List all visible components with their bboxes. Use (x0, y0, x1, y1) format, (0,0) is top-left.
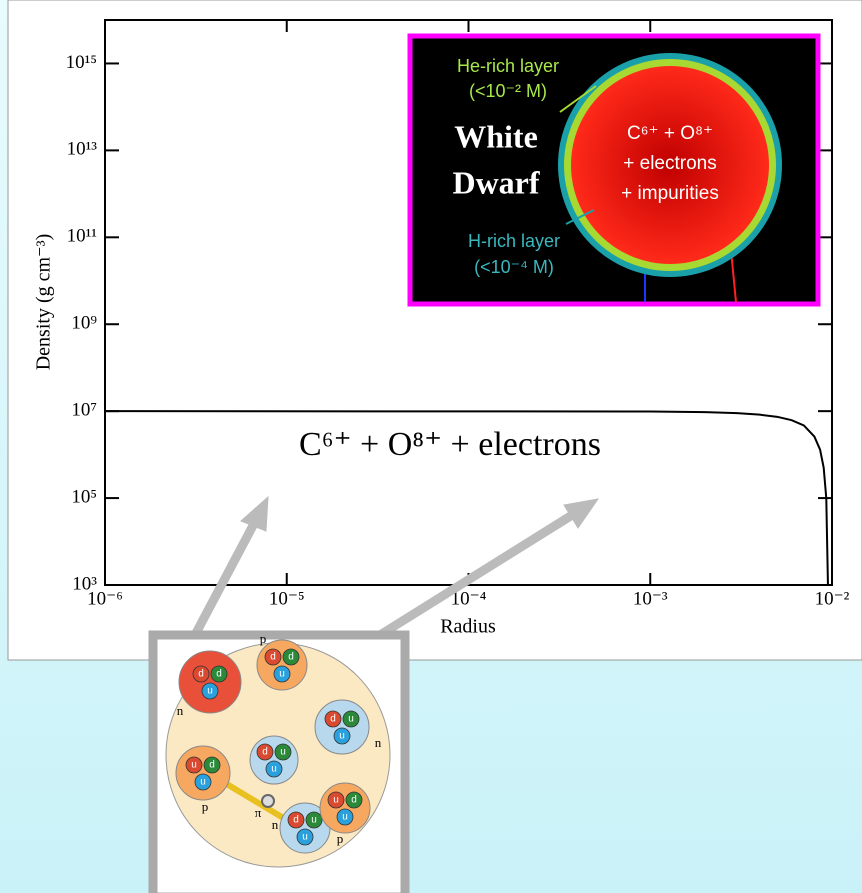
x-axis-label: Radius (440, 616, 496, 638)
quark-label: u (342, 812, 348, 823)
white-dwarf-inset: He-rich layer (<10⁻² M) White Dwarf H-ri… (410, 36, 818, 304)
nucleon (176, 746, 230, 800)
annotation: C⁶⁺ + O⁸⁺ + electrons (299, 426, 601, 463)
quark-label: u (333, 795, 339, 806)
x-tick-label: 10⁻² (815, 588, 850, 609)
inset-label: (<10⁻² M) (469, 81, 547, 101)
nucleon (315, 700, 369, 754)
quark-label: u (339, 731, 345, 742)
x-tick-label: 10⁻⁵ (269, 588, 305, 609)
quark-label: d (216, 669, 222, 680)
nucleon (320, 783, 370, 833)
core-label: C⁶⁺ + O⁸⁺ (627, 123, 713, 144)
quark-label: u (348, 714, 354, 725)
quark-label: u (207, 686, 213, 697)
inset-label: He-rich layer (457, 56, 559, 76)
y-tick-label: 10⁵ (71, 486, 97, 507)
quark-label: d (293, 815, 299, 826)
quark-label: u (280, 747, 286, 758)
nucleon-label: n (375, 735, 382, 750)
quark-label: d (262, 747, 268, 758)
y-tick-label: 10⁹ (71, 313, 97, 334)
y-tick-label: 10³ (72, 573, 97, 594)
core-label: + impurities (621, 183, 719, 204)
core-label: + electrons (623, 153, 716, 174)
nucleon-label: n (272, 817, 279, 832)
y-tick-label: 10¹⁵ (66, 52, 97, 73)
quark-label: u (271, 764, 277, 775)
nucleon (257, 640, 307, 690)
quark-label: u (311, 815, 317, 826)
quark-label: d (330, 714, 336, 725)
quark-label: u (200, 777, 206, 788)
nucleon-label: p (202, 799, 209, 814)
quark-label: u (302, 832, 308, 843)
nucleon-label: p (337, 831, 344, 846)
nucleon (179, 651, 241, 713)
quark-label: d (351, 795, 357, 806)
y-tick-label: 10¹¹ (67, 226, 98, 247)
x-tick-label: 10⁻³ (633, 588, 668, 609)
y-tick-label: 10¹³ (67, 139, 98, 160)
quark-label: d (270, 652, 276, 663)
quark-label: d (288, 652, 294, 663)
quark-label: u (279, 669, 285, 680)
nucleon-label: n (177, 703, 184, 718)
page: {"chart_data": {"type": "line", "xlabel"… (0, 0, 862, 893)
inset-label: H-rich layer (468, 231, 560, 251)
inset-title: White (454, 118, 538, 154)
quark-label: d (209, 760, 215, 771)
inset-title: Dwarf (452, 164, 539, 200)
pion (262, 795, 274, 807)
slide: 10⁻⁶10⁻⁵10⁻⁴10⁻³10⁻²10³10⁵10⁷10⁹10¹¹10¹³… (0, 0, 862, 893)
inset-label: (<10⁻⁴ M) (474, 257, 554, 277)
nucleon-label: p (260, 631, 267, 646)
y-axis-label: Density (g cm⁻³) (33, 234, 55, 371)
pion-label: π (255, 805, 262, 820)
quark-label: d (198, 669, 204, 680)
y-tick-label: 10⁷ (71, 400, 97, 421)
quark-label: u (191, 760, 197, 771)
